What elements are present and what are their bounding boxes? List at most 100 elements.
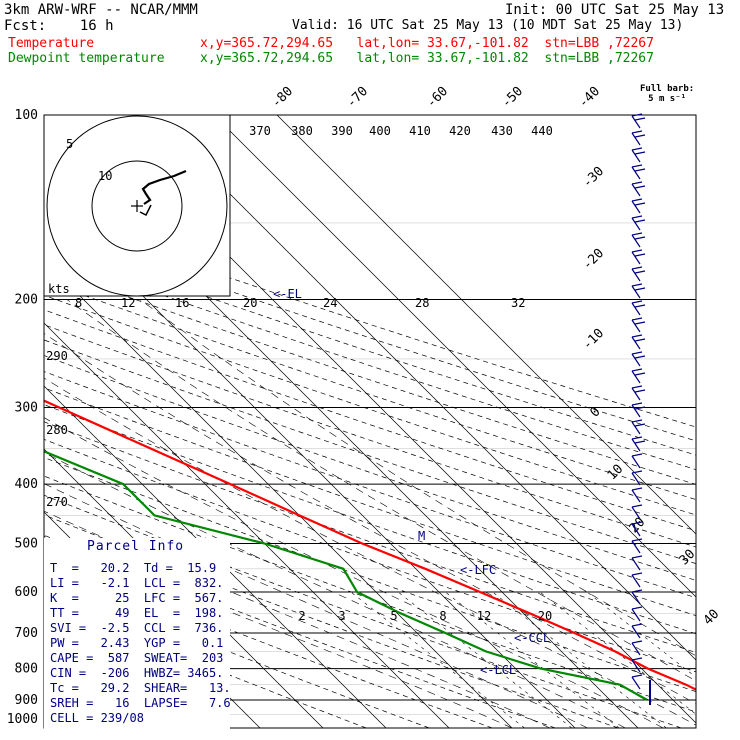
wind-barb-icon: [631, 659, 641, 673]
wind-barb-icon: [631, 353, 641, 367]
pressure-tick-label: 300: [15, 400, 38, 415]
pressure-tick-label: 100: [15, 108, 38, 123]
hodograph-ring: [91, 160, 183, 252]
isotherm-tick-label: -50: [499, 84, 526, 111]
forecast-hour: Fcst: 16 h: [4, 18, 114, 34]
wind-barb-icon: [631, 132, 641, 146]
wind-barb-icon: [631, 472, 641, 486]
wind-barb-icon: [631, 555, 643, 559]
pressure-tick-label: 600: [15, 585, 38, 600]
wind-barb-icon: [631, 419, 643, 423]
parcel-row: CAPE = 587 SWEAT= 203: [50, 651, 224, 665]
mixing-ratio-line: [539, 591, 696, 715]
wind-barb-icon: [631, 268, 641, 282]
parcel-row: SREH = 16 LAPSE= 7.6: [50, 696, 231, 710]
wind-barb-icon: [631, 251, 641, 265]
wind-barb-icon: [631, 506, 641, 520]
wind-barb-icon: [631, 640, 643, 644]
wind-barb-icon: [631, 266, 643, 270]
isotherm-tick-label: -30: [580, 164, 607, 191]
level-annotation: <-CCL: [514, 631, 550, 645]
hodo-speed-label: 24: [323, 296, 337, 310]
wind-barb-icon: [631, 115, 641, 129]
wind-barb-icon: [631, 385, 643, 389]
wind-barb-icon: [634, 236, 646, 240]
wind-barb-icon: [634, 134, 646, 138]
mixing-ratio-label: 20: [538, 609, 552, 623]
dry-adiabat-line: [44, 534, 556, 728]
wind-barb-icon: [634, 253, 646, 257]
temperature-legend: Temperature: [8, 36, 95, 51]
theta-label: 380: [291, 124, 313, 138]
wind-barb-icon: [631, 130, 643, 134]
isotherm-line: [44, 322, 450, 728]
parcel-row: T = 20.2 Td = 15.9: [50, 561, 217, 575]
parcel-row: Tc = 29.2 SHEAR= 13.: [50, 681, 231, 695]
hodo-speed-label: 16: [175, 296, 189, 310]
hodo-speed-label: 32: [511, 296, 525, 310]
parcel-info-box: [44, 538, 230, 740]
pressure-tick-label: 500: [15, 536, 38, 551]
wind-barb-icon: [631, 181, 643, 185]
wind-barb-icon: [631, 676, 641, 690]
wind-barb-icon: [634, 270, 646, 274]
level-annotation: M: [418, 529, 425, 543]
hodo-speed-label: 20: [243, 296, 257, 310]
temperature-location: x,y=365.72,294.65 lat,lon= 33.67,-101.82…: [200, 36, 654, 51]
theta-label: 370: [249, 124, 271, 138]
parcel-row: PW = 2.43 YGP = 0.1: [50, 636, 224, 650]
mixing-ratio-label: 5: [390, 609, 397, 623]
wind-barb-icon: [634, 355, 646, 359]
wind-barb-icon: [634, 321, 646, 325]
wind-barb-icon: [631, 149, 641, 163]
theta-label: 410: [409, 124, 431, 138]
wind-barb-icon: [634, 117, 646, 121]
pressure-tick-label: 1000: [7, 712, 38, 727]
wind-barb-icon: [631, 370, 641, 384]
wind-barb-icon: [631, 283, 643, 287]
isotherm-tick-label: -10: [580, 326, 607, 353]
theta-label: 270: [46, 495, 68, 509]
wind-barb-icon: [634, 338, 646, 342]
wind-barb-icon: [631, 319, 641, 333]
barb-legend-line1: Full barb:: [640, 84, 695, 94]
wind-barb-icon: [631, 317, 643, 321]
theta-label: 400: [369, 124, 391, 138]
level-annotation: <-EL: [273, 287, 302, 301]
parcel-row: SVI = -2.5 CCL = 736.: [50, 621, 224, 635]
theta-label: 430: [491, 124, 513, 138]
wind-barb-icon: [634, 372, 646, 376]
wind-barb-icon: [631, 183, 641, 197]
wind-barb-icon: [631, 557, 641, 571]
dry-adiabat-line: [44, 294, 696, 516]
dry-adiabat-line: [44, 457, 696, 693]
isotherm-line: [213, 115, 696, 598]
parcel-row: CIN = -206 HWBZ= 3465.: [50, 666, 224, 680]
moist-adiabat-line: [139, 299, 696, 657]
wind-barb-icon: [631, 436, 643, 440]
hodograph-ring-label: 10: [98, 169, 112, 183]
model-title: 3km ARW-WRF -- NCAR/MMM: [4, 2, 198, 18]
isotherm-tick-label: 30: [677, 547, 699, 569]
level-annotation: <-LCL: [480, 663, 516, 677]
parcel-info-title: Parcel Info: [87, 539, 185, 554]
wind-barb-icon: [631, 625, 641, 639]
isotherm-line: [276, 115, 696, 535]
barb-legend: Full barb: 5 m s⁻¹: [640, 84, 694, 104]
wind-barb-icon: [631, 523, 641, 537]
wind-barb-icon: [631, 521, 643, 525]
isotherm-line: [150, 115, 696, 661]
moist-adiabat-line: [44, 452, 626, 728]
wind-barb-icon: [631, 489, 641, 503]
isotherm-tick-label: -20: [580, 246, 607, 273]
mixing-ratio-label: 2: [298, 609, 305, 623]
wind-barb-icon: [634, 151, 646, 155]
wind-barb-icon: [631, 147, 643, 151]
parcel-row: CELL = 239/08: [50, 711, 144, 725]
wind-barb-icon: [631, 487, 643, 491]
wind-barb-icon: [631, 538, 643, 542]
moist-adiabat-line: [44, 483, 588, 728]
parcel-row: K = 25 LFC = 567.: [50, 591, 224, 605]
isotherm-line: [0, 115, 8, 728]
isotherm-line: [44, 385, 387, 728]
